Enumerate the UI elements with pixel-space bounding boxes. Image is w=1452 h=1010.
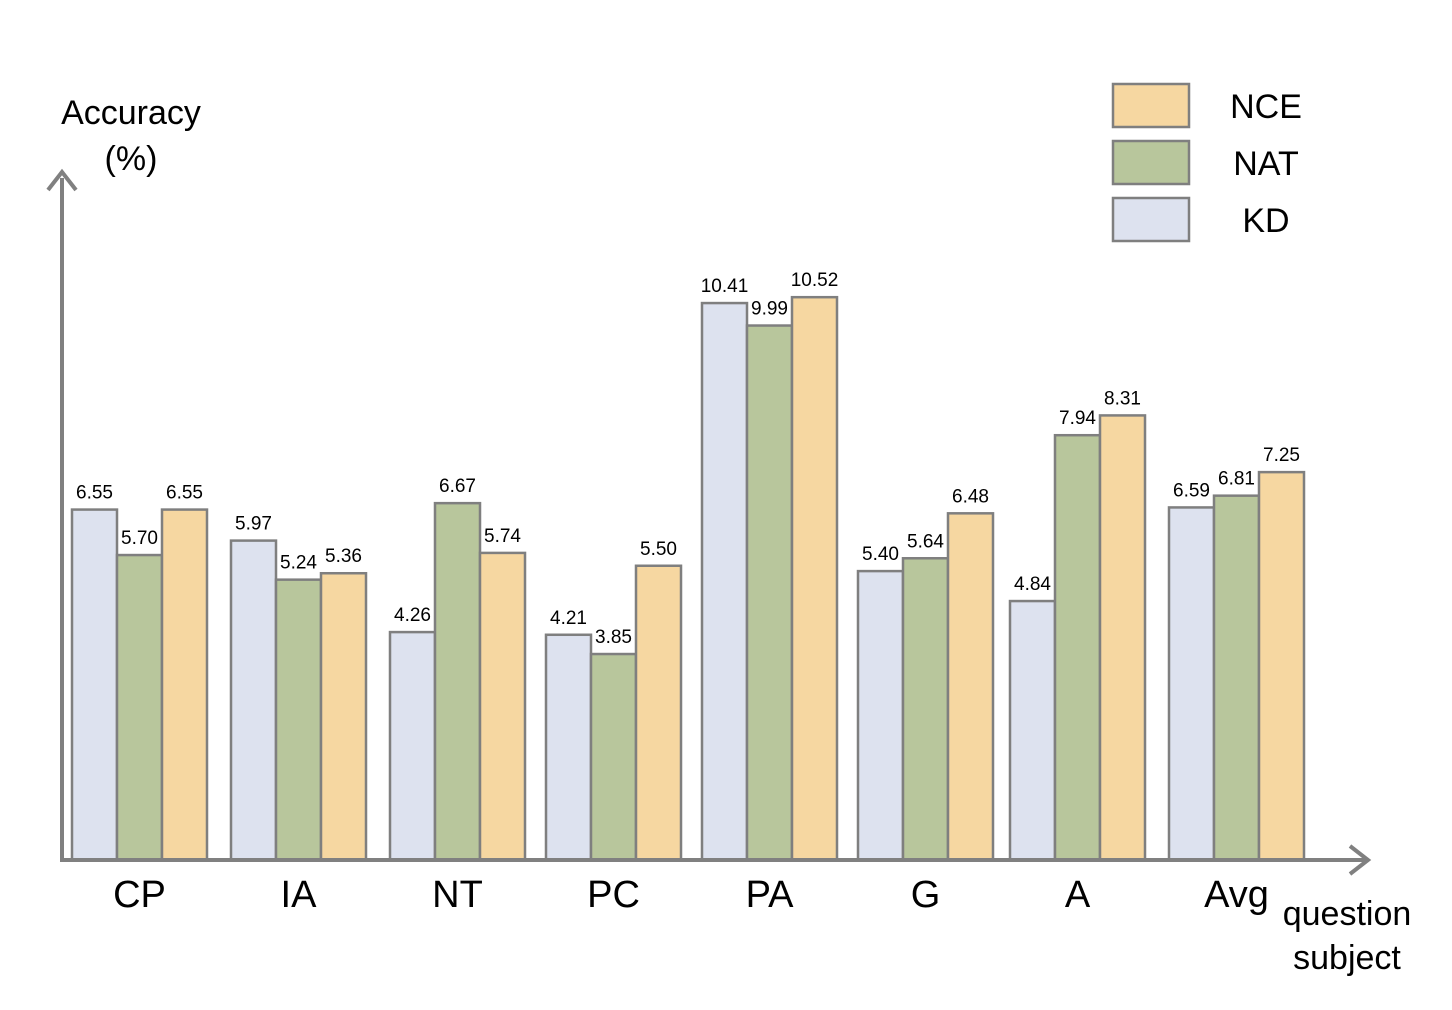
legend-label-kd: KD	[1242, 202, 1289, 240]
category-label-avg: Avg	[1204, 874, 1269, 916]
value-label-kd-a: 4.84	[1014, 574, 1051, 595]
bar-kd-avg	[1167, 506, 1216, 862]
bar-kd-pc	[544, 633, 593, 862]
legend: NCE NAT KD	[1111, 82, 1302, 243]
value-label-kd-nt: 4.26	[394, 605, 431, 626]
bar-nce-pc	[634, 564, 683, 862]
category-label-pa: PA	[746, 874, 795, 916]
x-axis-arrowhead	[1348, 844, 1372, 876]
bar-kd-g	[856, 569, 905, 862]
legend-swatch-nat	[1111, 139, 1191, 186]
category-label-pc: PC	[587, 874, 640, 916]
bars-layer	[70, 295, 1306, 862]
value-label-nat-avg: 6.81	[1218, 469, 1255, 490]
value-label-kd-pa: 10.41	[701, 276, 749, 297]
value-label-kd-avg: 6.59	[1173, 480, 1210, 501]
category-label-cp: CP	[113, 874, 166, 916]
value-label-nce-avg: 7.25	[1263, 445, 1300, 466]
y-axis-label-line2: (%)	[105, 140, 158, 178]
bar-kd-pa	[700, 301, 749, 862]
value-label-nce-ia: 5.36	[325, 546, 362, 567]
value-label-nat-pc: 3.85	[595, 627, 632, 648]
y-axis-arrowhead	[46, 168, 78, 192]
bar-kd-ia	[229, 539, 278, 862]
value-label-nat-pa: 9.99	[751, 299, 788, 320]
bar-nat-avg	[1212, 494, 1261, 862]
bar-nat-a	[1053, 433, 1102, 862]
value-label-kd-g: 5.40	[862, 544, 899, 565]
value-labels-layer: 6.55 5.70 6.55 5.97 5.24 5.36 4.26 6.67 5.74 4.21…	[76, 270, 1300, 648]
value-label-nce-cp: 6.55	[166, 483, 203, 504]
bar-nat-g	[901, 557, 950, 862]
value-label-nat-g: 5.64	[907, 531, 944, 552]
legend-swatch-kd	[1111, 196, 1191, 243]
category-label-ia: IA	[281, 874, 318, 916]
legend-label-nat: NAT	[1233, 145, 1298, 183]
value-label-nce-g: 6.48	[952, 486, 989, 507]
value-label-nat-cp: 5.70	[121, 528, 158, 549]
value-label-nat-nt: 6.67	[439, 476, 476, 497]
bar-nat-pa	[745, 324, 794, 862]
y-axis-label-line1: Accuracy	[61, 94, 201, 132]
bar-nce-cp	[160, 508, 209, 862]
category-labels-layer: CP IA NT PC PA G A Avg	[113, 874, 1269, 916]
legend-swatch-nce	[1111, 82, 1191, 129]
x-axis-label-line1: question	[1283, 895, 1412, 933]
value-label-nce-nt: 5.74	[484, 526, 521, 547]
value-label-kd-pc: 4.21	[550, 608, 587, 629]
value-label-nat-ia: 5.24	[280, 553, 317, 574]
value-label-nat-a: 7.94	[1059, 408, 1096, 429]
bar-nat-pc	[589, 652, 638, 862]
bar-kd-nt	[388, 630, 437, 862]
bar-nce-g	[946, 512, 995, 862]
bar-nce-pa	[790, 295, 839, 862]
legend-label-nce: NCE	[1230, 88, 1302, 126]
x-axis-label-line2: subject	[1293, 939, 1401, 977]
value-label-nce-a: 8.31	[1104, 388, 1141, 409]
bar-nce-avg	[1257, 470, 1306, 862]
bar-nat-cp	[115, 553, 164, 862]
value-label-nce-pa: 10.52	[791, 270, 839, 291]
value-label-kd-ia: 5.97	[235, 514, 272, 535]
category-label-a: A	[1065, 874, 1091, 916]
bar-nce-nt	[478, 551, 527, 862]
category-label-g: G	[911, 874, 941, 916]
bar-nce-ia	[319, 571, 368, 862]
bar-nat-nt	[433, 501, 482, 862]
bar-nat-ia	[274, 578, 323, 862]
bar-nce-a	[1098, 414, 1147, 862]
category-label-nt: NT	[432, 874, 483, 916]
value-label-kd-cp: 6.55	[76, 483, 113, 504]
value-label-nce-pc: 5.50	[640, 539, 677, 560]
bar-kd-a	[1008, 599, 1057, 862]
bar-kd-cp	[70, 508, 119, 862]
axes	[46, 168, 1372, 876]
